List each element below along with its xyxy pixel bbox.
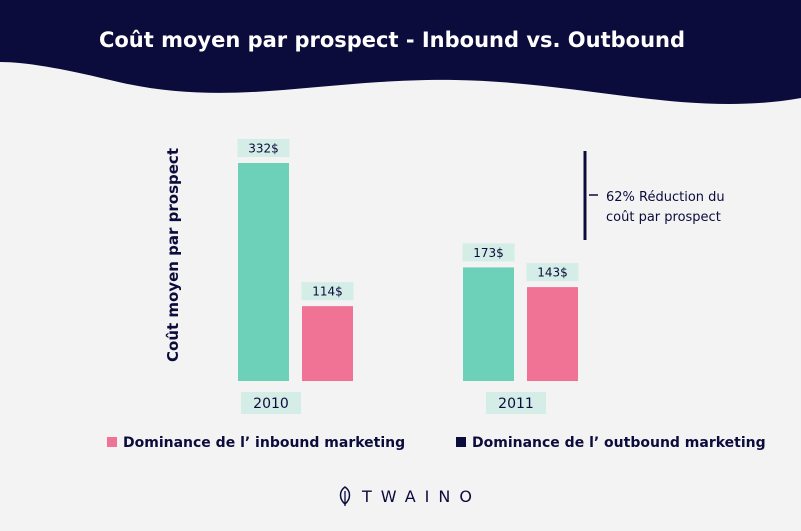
- value-label: 143$: [537, 266, 568, 280]
- legend-label-inbound: Dominance de l’ inbound marketing: [123, 435, 405, 451]
- bars-group: 332$ 114$ 2010 173$ 143$ 2011: [237, 139, 579, 414]
- legend-swatch-inbound: [107, 437, 117, 447]
- value-label: 114$: [312, 285, 343, 299]
- bar-2011-series-2: [527, 287, 578, 381]
- value-label-bg: [526, 263, 579, 282]
- leaf-icon: [339, 486, 351, 506]
- y-axis-label: Coût moyen par prospect: [164, 148, 182, 362]
- logo-text: TWAINO: [361, 487, 481, 506]
- category-label-bg: [241, 392, 301, 414]
- value-label: 173$: [473, 246, 504, 260]
- category-label-2010: 2010: [253, 396, 289, 412]
- legend-label-outbound: Dominance de l’ outbound marketing: [472, 435, 766, 451]
- value-label-bg: [462, 243, 515, 262]
- category-label-bg: [486, 392, 546, 414]
- bar-2010-series-2: [302, 306, 353, 381]
- value-label: 332$: [248, 142, 279, 156]
- annotation-line-2: coût par prospect: [606, 210, 721, 225]
- bar-2011-series-1: [463, 267, 514, 381]
- chart-title: Coût moyen par prospect - Inbound vs. Ou…: [99, 28, 685, 52]
- value-label-bg: [301, 282, 354, 301]
- header-banner: [0, 0, 801, 105]
- bar-2010-series-1: [238, 163, 289, 381]
- twaino-logo: TWAINO: [339, 486, 481, 506]
- value-label-bg: [237, 139, 290, 157]
- legend-swatch-outbound: [456, 437, 466, 447]
- annotation-line-1: 62% Réduction du: [606, 190, 725, 205]
- category-label-2011: 2011: [498, 396, 534, 412]
